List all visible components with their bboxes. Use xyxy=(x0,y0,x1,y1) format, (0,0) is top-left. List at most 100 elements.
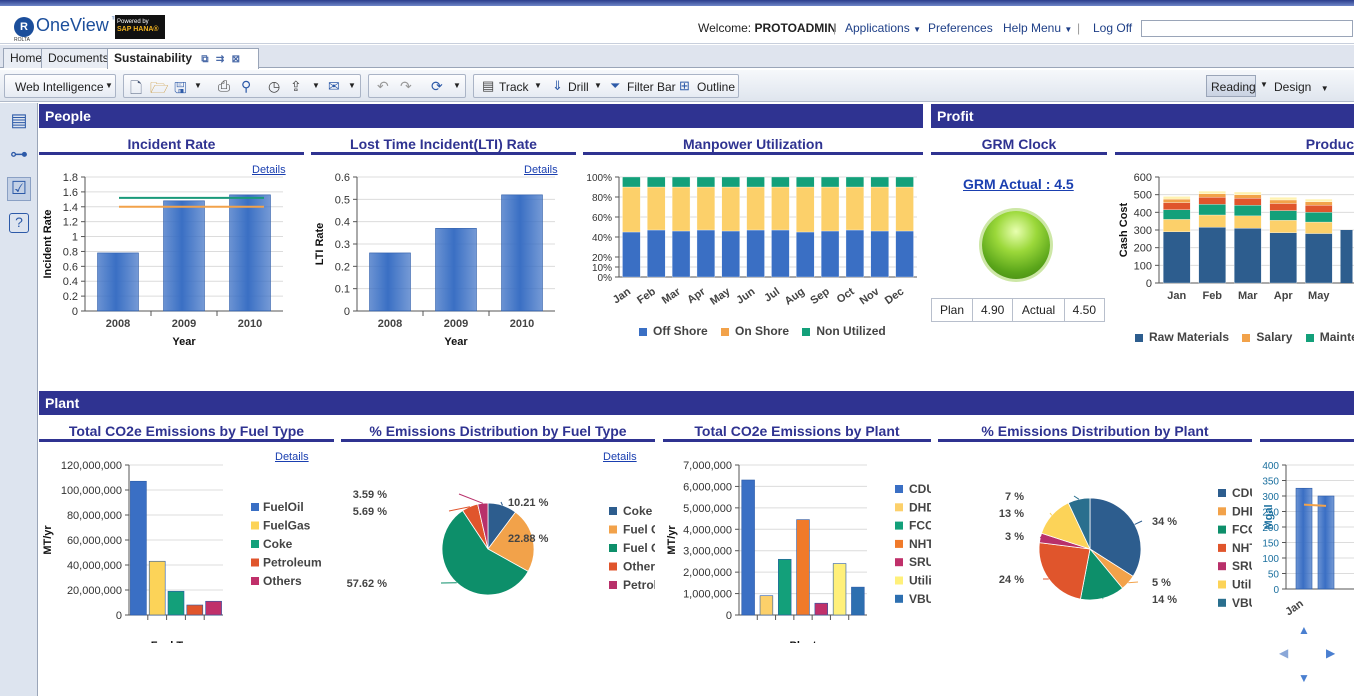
tab-pin-icon[interactable]: ⇉ xyxy=(215,54,225,65)
log-off-link[interactable]: Log Off xyxy=(1093,21,1133,35)
header-separator: | xyxy=(833,21,837,35)
nav-down-arrow-icon[interactable]: ▼ xyxy=(1298,671,1310,685)
refresh-icon[interactable]: ⟳ xyxy=(431,78,443,94)
y-tick-label: 60,000,000 xyxy=(67,535,122,547)
pct-fuel-details-link[interactable]: Details xyxy=(603,451,637,463)
grm-actual-link[interactable]: GRM Actual : 4.5 xyxy=(963,176,1074,192)
caret-down-icon[interactable]: ▼ xyxy=(348,81,356,90)
reading-mode-button[interactable]: Reading xyxy=(1206,75,1256,97)
y-axis-label: Cash Cost xyxy=(1118,202,1130,257)
y-tick-label: 250 xyxy=(1262,508,1279,519)
section-profit: Profit xyxy=(931,104,1354,128)
brand-name: OneView xyxy=(36,15,109,35)
undo-icon[interactable]: ↶ xyxy=(377,78,389,94)
lti-rate-title: Lost Time Incident(LTI) Rate xyxy=(311,133,576,155)
incident-details-link[interactable]: Details xyxy=(252,164,286,176)
caret-down-icon[interactable]: ▼ xyxy=(594,81,602,90)
nav-up-arrow-icon[interactable]: ▲ xyxy=(1298,623,1310,637)
legend-label: VBU xyxy=(1232,596,1252,610)
export-icon[interactable]: ⇪ xyxy=(290,78,302,94)
caret-down-icon[interactable]: ▼ xyxy=(453,81,461,90)
tab-home[interactable]: Home xyxy=(3,48,50,68)
pct-fuel-title: % Emissions Distribution by Fuel Type xyxy=(341,420,655,442)
co2-fuel-title: Total CO2e Emissions by Fuel Type xyxy=(39,420,334,442)
tab-sustainability[interactable]: Sustainability ⧉ ⇉ ⊠ xyxy=(107,48,259,69)
tab-documents[interactable]: Documents xyxy=(41,48,116,68)
drill-button[interactable]: Drill xyxy=(568,80,589,94)
document-summary-icon[interactable]: ▤ xyxy=(10,110,28,130)
new-document-icon[interactable]: 🗋 xyxy=(130,80,143,97)
y-tick-label: 600 xyxy=(1134,172,1152,184)
web-intelligence-menu[interactable]: Web Intelligence ▼ xyxy=(4,74,116,98)
incident-rate-title: Incident Rate xyxy=(39,133,304,155)
email-icon[interactable]: ✉ xyxy=(328,78,340,94)
help-menu[interactable]: Help Menu ▼ xyxy=(1003,21,1072,35)
tab-close-icon[interactable]: ⊠ xyxy=(231,54,240,65)
product-legend: Raw Materials Salary Maintena xyxy=(1135,330,1354,344)
legend-swatch xyxy=(251,521,259,530)
pie-value-label: 14 % xyxy=(1152,594,1177,606)
y-tick-label: 200 xyxy=(1134,243,1152,255)
preferences-link[interactable]: Preferences xyxy=(928,21,993,35)
print-icon[interactable]: ⎙ xyxy=(218,78,231,95)
help-icon[interactable]: ? xyxy=(9,213,29,233)
caret-down-icon[interactable]: ▼ xyxy=(194,81,202,90)
x-tick-label: Mar xyxy=(660,285,683,306)
find-binoculars-icon[interactable]: ⚲ xyxy=(241,78,252,94)
caret-down-icon[interactable]: ▼ xyxy=(534,81,542,90)
filter-bar-button[interactable]: Filter Bar xyxy=(627,80,676,94)
pie-value-label: 34 % xyxy=(1152,516,1177,528)
stack-segment xyxy=(1234,228,1262,284)
caret-down-icon[interactable]: ▼ xyxy=(312,81,320,90)
lti-rate-chart: 0 0.1 0.2 0.3 0.4 0.5 0.6 2008 2009 2010 Year LTI R… xyxy=(314,172,555,348)
legend-label: FuelGas xyxy=(263,519,311,533)
stack-segment xyxy=(796,176,815,188)
caret-down-icon: ▼ xyxy=(1320,84,1329,93)
nav-right-arrow-icon[interactable]: ▶ xyxy=(1326,646,1336,660)
caret-down-icon[interactable]: ▼ xyxy=(1260,80,1268,89)
save-icon[interactable]: 🖫 xyxy=(174,80,187,97)
co2-plant-title: Total CO2e Emissions by Plant xyxy=(663,420,931,442)
redo-icon[interactable]: ↷ xyxy=(400,78,412,94)
legend-swatch xyxy=(895,503,903,512)
tab-popout-icon[interactable]: ⧉ xyxy=(201,54,209,65)
legend-swatch xyxy=(251,503,259,511)
track-button[interactable]: Track xyxy=(499,80,529,94)
stack-segment xyxy=(746,186,765,231)
design-mode-button[interactable]: Design ▼ xyxy=(1274,80,1329,94)
y-tick-label: 0.3 xyxy=(335,239,350,251)
history-icon[interactable]: ◷ xyxy=(268,78,281,94)
outline-button[interactable]: Outline xyxy=(697,80,736,94)
welcome-prefix: Welcome: xyxy=(698,21,752,35)
bar xyxy=(1295,487,1313,590)
caret-down-icon: ▼ xyxy=(1064,25,1073,34)
x-tick-label: 2008 xyxy=(378,318,402,330)
co2-fuel-details-link[interactable]: Details xyxy=(275,451,309,463)
legend-label: FCCU xyxy=(909,519,931,533)
sap-hana-badge: Powered by SAP HANA® xyxy=(115,15,165,39)
pie-value-label: 7 % xyxy=(1005,491,1024,503)
design-label: Design xyxy=(1274,80,1312,94)
y-tick-label: 1,000,000 xyxy=(683,589,732,601)
open-folder-icon[interactable]: 🗁 xyxy=(150,80,169,97)
legend-off-shore: Off Shore xyxy=(653,324,708,338)
legend-label: Utilities xyxy=(1232,578,1252,592)
legend-swatch xyxy=(1218,507,1226,516)
app-logo[interactable]: R OneView ™ ROLTA Powered by SAP HANA® xyxy=(14,15,165,43)
applications-menu[interactable]: Applications ▼ xyxy=(845,21,921,35)
search-input[interactable] xyxy=(1141,20,1353,37)
x-tick-label: Feb xyxy=(1202,290,1222,302)
lti-details-link[interactable]: Details xyxy=(524,164,558,176)
stack-segment xyxy=(746,176,765,188)
nav-left-arrow-icon[interactable]: ◀ xyxy=(1279,646,1289,660)
y-tick-label: 400 xyxy=(1134,207,1152,219)
section-plant: Plant xyxy=(39,391,1354,415)
y-tick-label: 0.2 xyxy=(335,261,350,273)
navigation-map-icon[interactable]: ⊶ xyxy=(10,144,28,164)
bar xyxy=(130,480,147,616)
input-controls-icon[interactable]: ☑ xyxy=(7,177,31,201)
x-tick-label: Jan xyxy=(611,285,634,306)
grm-actual-value: 4.50 xyxy=(1063,298,1106,322)
co2-fuel-chart: 0 20,000,000 40,000,000 60,000,000 80,000,00… xyxy=(42,460,322,643)
x-tick-label: Jul xyxy=(762,286,782,305)
